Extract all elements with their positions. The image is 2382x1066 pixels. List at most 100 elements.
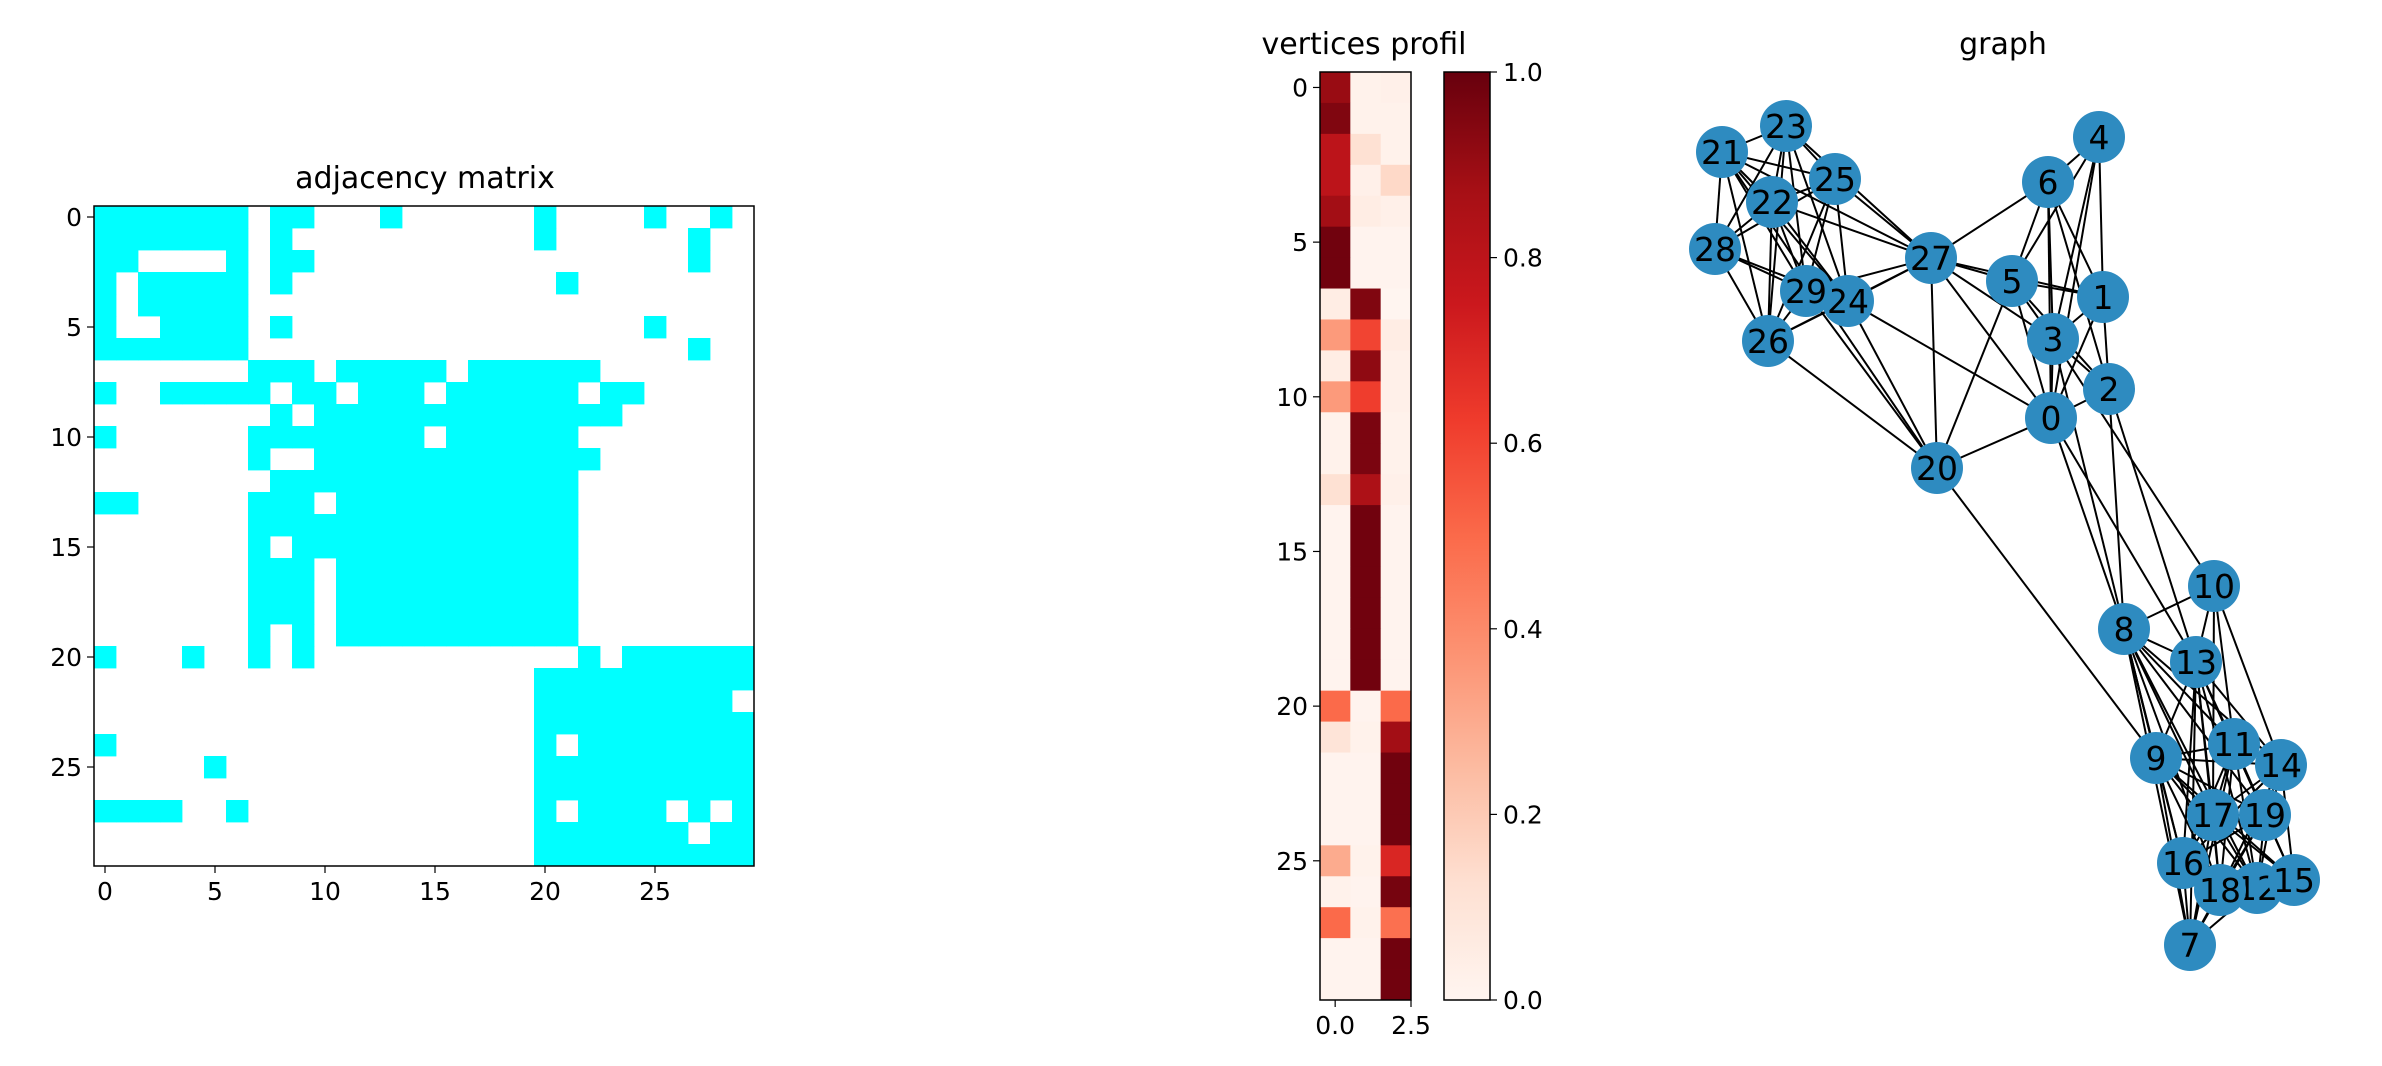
- graph-node-circle: [1986, 255, 2038, 307]
- adjacency-cell: [446, 580, 469, 603]
- adjacency-cell: [710, 206, 733, 229]
- adjacency-cell: [292, 624, 315, 647]
- adjacency-cell: [248, 558, 271, 581]
- adjacency-cell: [336, 448, 359, 471]
- profile-cell: [1320, 907, 1351, 939]
- adjacency-cell: [622, 668, 645, 691]
- graph-node-circle: [2083, 363, 2135, 415]
- graph-node: 7: [2164, 919, 2216, 971]
- profile-cell: [1350, 412, 1382, 444]
- adjacency-cell: [600, 404, 623, 427]
- adjacency-cell: [512, 404, 535, 427]
- graph-node-label: 6: [2038, 163, 2059, 202]
- profile-cell: [1350, 907, 1382, 939]
- adjacency-cell: [138, 228, 161, 251]
- adjacency-cell: [358, 426, 381, 449]
- adjacency-cell: [534, 228, 557, 251]
- graph-node: 22: [1746, 176, 1798, 228]
- adjacency-cell: [94, 734, 117, 757]
- profile-cell: [1350, 628, 1382, 661]
- adjacency-cell: [160, 382, 183, 405]
- profile-y-tick-label: 20: [1276, 692, 1308, 721]
- adjacency-cell: [622, 822, 645, 845]
- adjacency-cell: [270, 316, 293, 339]
- adjacency-matrix-cells: [94, 206, 755, 867]
- graph-edge: [2213, 585, 2235, 745]
- graph-node-circle: [2268, 854, 2320, 906]
- adjacency-cell: [292, 492, 315, 515]
- adjacency-cell: [710, 734, 733, 757]
- profile-cell: [1350, 257, 1382, 289]
- adjacency-cell: [446, 448, 469, 471]
- adjacency-cell: [512, 602, 535, 625]
- adjacency-cell: [622, 382, 645, 405]
- adjacency-cell: [94, 250, 117, 273]
- adjacency-cell: [468, 448, 491, 471]
- adjacency-cell: [182, 228, 205, 251]
- adjacency-cell: [644, 734, 667, 757]
- adjacency-cell: [270, 206, 293, 229]
- adjacency-cell: [468, 492, 491, 515]
- adjacency-cell: [578, 404, 601, 427]
- profile-cell: [1320, 72, 1351, 104]
- graph-title: graph: [1959, 27, 2047, 62]
- adjacency-x-tick-label: 0: [97, 877, 113, 906]
- profile-cell: [1320, 938, 1351, 970]
- graph-edge: [1721, 151, 1769, 342]
- adjacency-cell: [94, 426, 117, 449]
- adjacency-cell: [644, 668, 667, 691]
- adjacency-cell: [578, 778, 601, 801]
- graph-node: 21: [1696, 126, 1748, 178]
- adjacency-cell: [556, 624, 579, 647]
- graph-node: 26: [1742, 315, 1794, 367]
- adjacency-cell: [468, 558, 491, 581]
- profile-cell: [1380, 814, 1412, 846]
- profile-cell: [1350, 783, 1382, 815]
- profile-cell: [1320, 319, 1351, 351]
- adjacency-cell: [292, 250, 315, 273]
- profile-cell: [1320, 969, 1351, 1001]
- graph-node-label: 11: [2213, 725, 2255, 764]
- profile-cell: [1380, 133, 1412, 166]
- adjacency-cell: [578, 822, 601, 845]
- adjacency-cell: [380, 580, 403, 603]
- adjacency-x-tick-label: 10: [309, 877, 341, 906]
- adjacency-cell: [358, 514, 381, 537]
- adjacency-matrix-x-ticks: 0 5 10 15 20 25: [97, 866, 671, 906]
- profile-cell: [1350, 72, 1382, 104]
- graph-edge: [2011, 136, 2100, 282]
- graph-node: 18: [2194, 864, 2246, 916]
- adjacency-cell: [446, 558, 469, 581]
- graph-node-label: 23: [1765, 107, 1807, 146]
- adjacency-cell: [380, 536, 403, 559]
- vertices-profil-panel: vertices profil 0.0 2.5 0 5 10 15 20 25 0.0 0.2…: [1261, 27, 1542, 1040]
- graph-node-circle: [1822, 275, 1874, 327]
- adjacency-cell: [402, 624, 425, 647]
- graph-node-label: 4: [2089, 118, 2110, 157]
- adjacency-cell: [534, 800, 557, 823]
- adjacency-cell: [644, 712, 667, 735]
- adjacency-cell: [468, 360, 491, 383]
- graph-node-circle: [1780, 265, 1832, 317]
- adjacency-cell: [468, 404, 491, 427]
- adjacency-y-tick-label: 20: [50, 643, 82, 672]
- adjacency-cell: [666, 778, 689, 801]
- graph-node-circle: [2098, 603, 2150, 655]
- profile-cell: [1380, 690, 1412, 722]
- adjacency-cell: [644, 800, 667, 823]
- adjacency-cell: [556, 602, 579, 625]
- adjacency-cell: [512, 382, 535, 405]
- graph-edge: [1767, 125, 1787, 342]
- adjacency-cell: [732, 712, 755, 735]
- adjacency-cell: [666, 734, 689, 757]
- graph-node: 17: [2187, 789, 2239, 841]
- adjacency-cell: [710, 778, 733, 801]
- adjacency-cell: [556, 448, 579, 471]
- adjacency-cell: [622, 756, 645, 779]
- profile-cell: [1320, 133, 1351, 166]
- adjacency-cell: [490, 558, 513, 581]
- adjacency-cell: [666, 690, 689, 713]
- profile-cell: [1320, 721, 1351, 753]
- graph-node-label: 28: [1694, 230, 1736, 269]
